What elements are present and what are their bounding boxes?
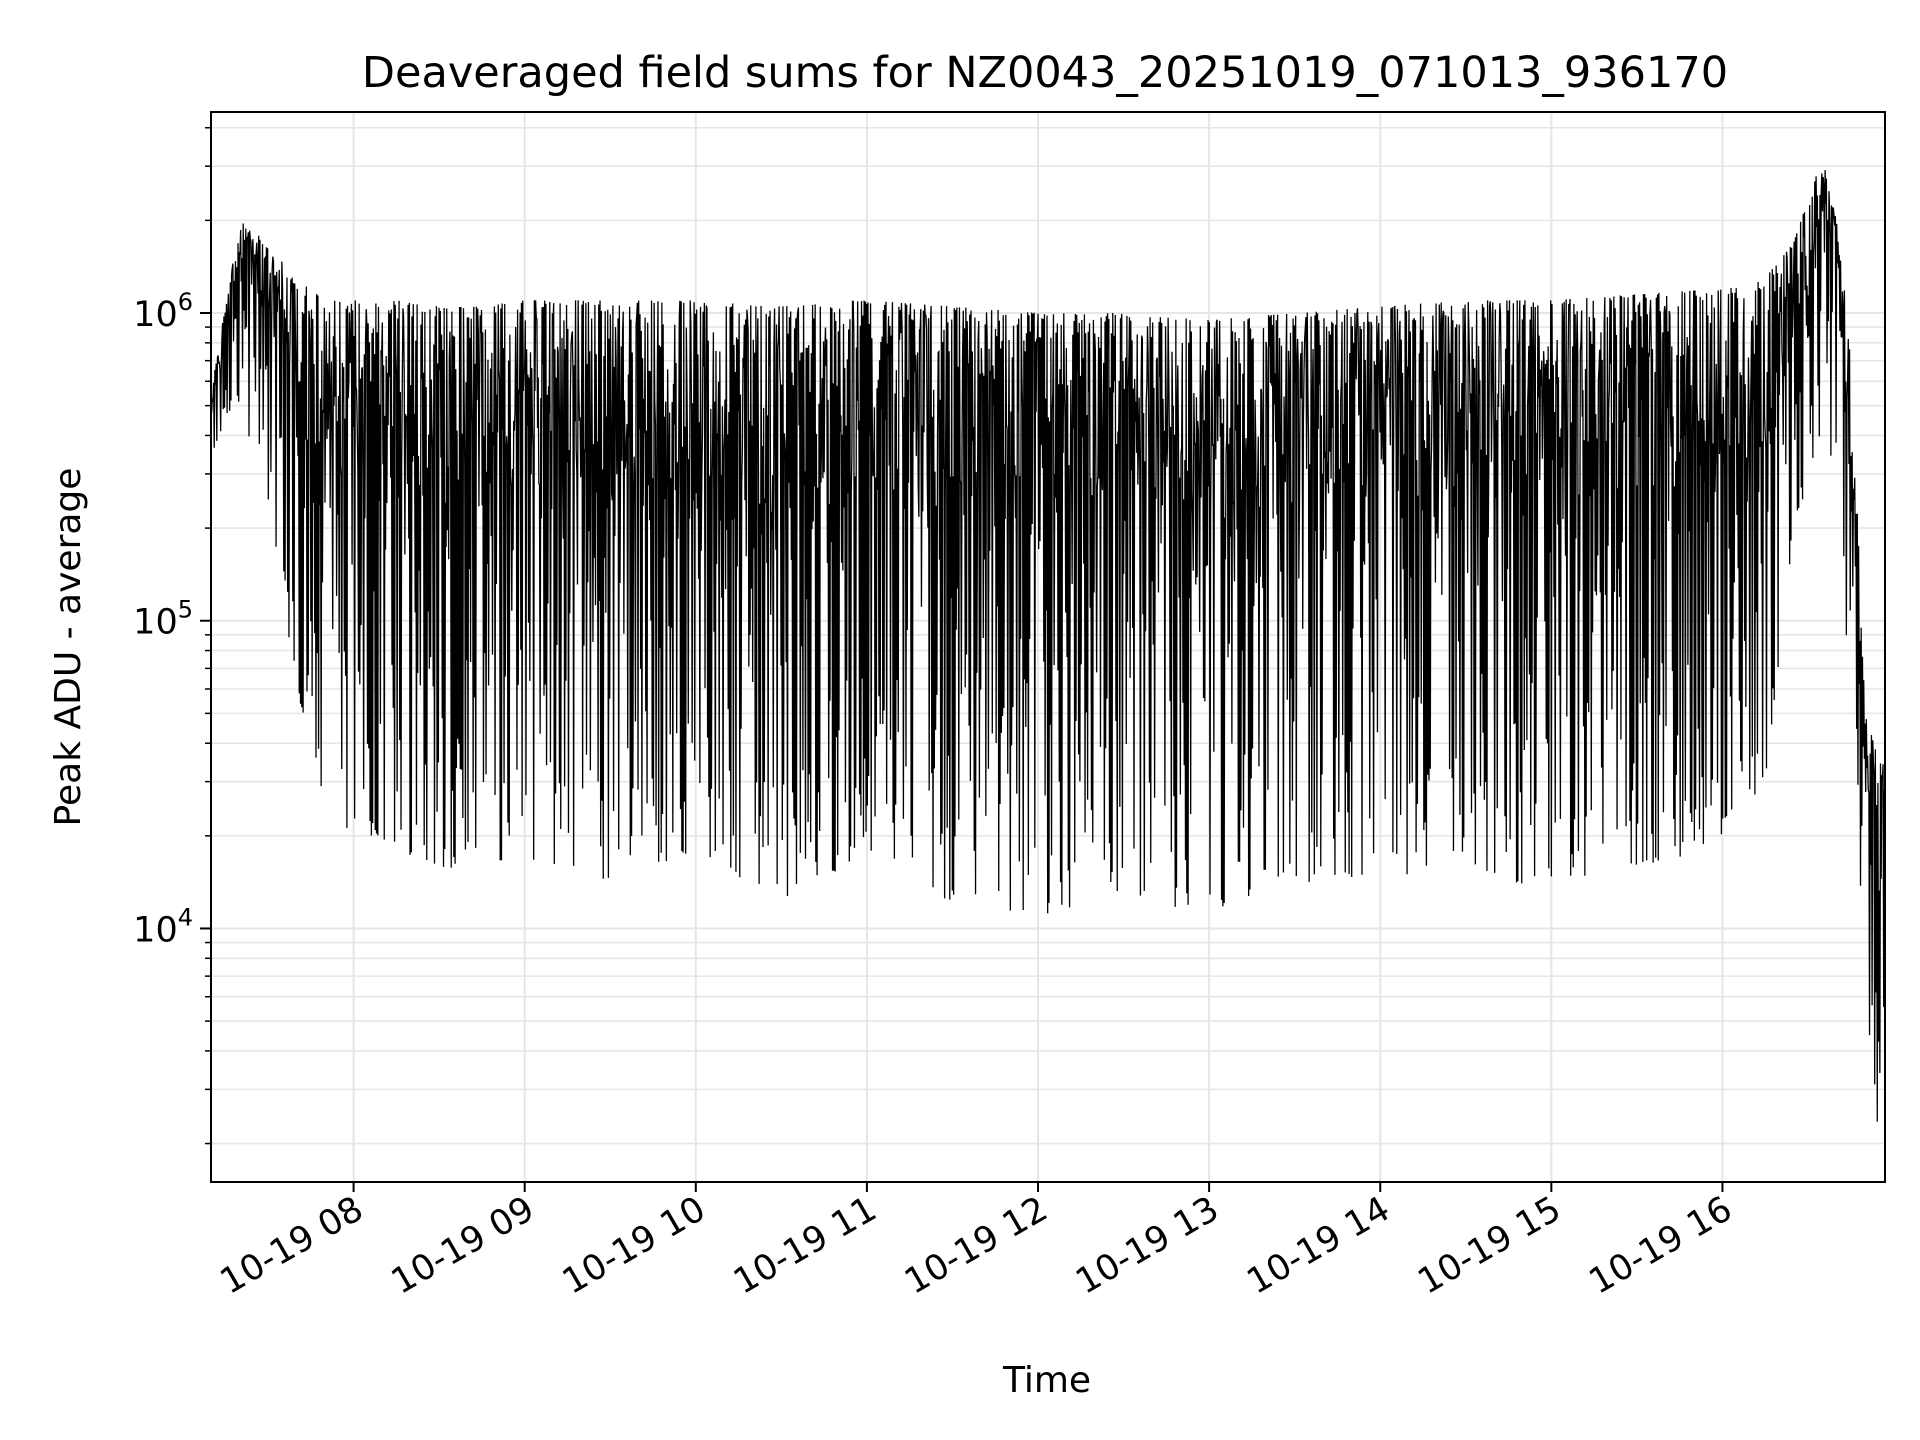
x-axis-label: Time xyxy=(1002,1360,1091,1401)
chart-title: Deaveraged field sums for NZ0043_2025101… xyxy=(362,48,1728,98)
y-tick-label: 106 xyxy=(133,288,193,335)
y-axis-label: Peak ADU - average xyxy=(48,468,89,827)
y-tick-label: 105 xyxy=(133,596,193,643)
y-axis: 104 105 106 xyxy=(133,126,211,1145)
y-tick-label: 104 xyxy=(133,903,193,950)
plot-frame xyxy=(210,111,1886,1183)
series-line xyxy=(210,170,1886,1122)
plot-area xyxy=(210,170,1886,1122)
